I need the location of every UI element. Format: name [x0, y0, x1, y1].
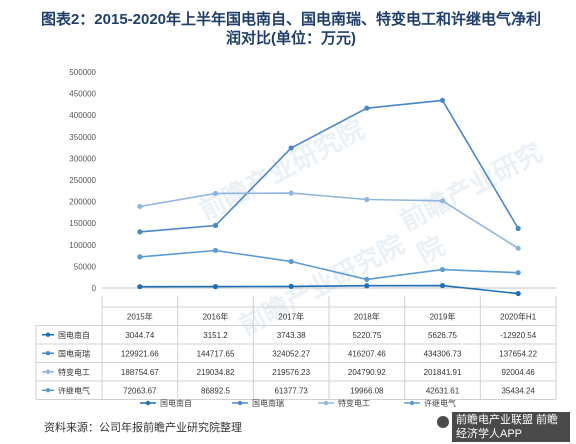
data-label: 3044.74 [125, 331, 154, 340]
table-legend-marker [45, 388, 51, 393]
data-point [212, 284, 219, 290]
data-label: 219034.82 [197, 368, 235, 377]
data-point [515, 270, 521, 276]
series-line [139, 192, 519, 249]
y-tick-label: 0 [92, 284, 97, 293]
data-point [288, 258, 294, 265]
x-tick-label: 2016年 [203, 312, 229, 322]
y-tick-label: 150000 [69, 219, 96, 228]
data-label: 3151.2 [203, 331, 228, 340]
legend-marker [237, 400, 243, 406]
source-note: 资料来源：公司年报前瞻产业研究院整理 [44, 422, 242, 434]
wechat-logo-icon [437, 416, 449, 428]
series-line [139, 249, 519, 281]
y-tick-label: 50000 [74, 262, 97, 271]
data-point [364, 196, 370, 203]
data-point [515, 225, 521, 232]
y-tick-label: 100000 [69, 241, 96, 250]
legend-label: 许继电气 [424, 398, 456, 408]
data-label: 5220.75 [352, 331, 381, 340]
table-legend-marker [45, 351, 51, 356]
line-chart: 0 50000 100000 150000 200000 250000 300000 3500… [35, 68, 557, 408]
y-tick-label: 500000 [69, 68, 96, 77]
data-point [515, 290, 521, 297]
data-label: 72063.67 [123, 387, 157, 396]
series-line [139, 284, 519, 295]
series-row-label: 国电南自 [58, 330, 90, 340]
data-label: 42631.61 [426, 387, 460, 396]
data-label: 35434.24 [501, 387, 535, 396]
data-label: 416207.46 [348, 350, 386, 359]
data-label: 188754.67 [121, 368, 159, 377]
x-tick-label: 2019年 [430, 312, 456, 322]
chart-title: 图表2：2015-2020年上半年国电南自、国电南瑞、特变电工和许继电气净利润对… [40, 11, 542, 47]
data-point [212, 190, 219, 196]
y-tick-label: 350000 [69, 133, 96, 142]
legend-marker [145, 400, 151, 406]
legend-label: 国电南瑞 [252, 398, 284, 408]
data-point [439, 97, 446, 103]
data-label: 129921.66 [121, 350, 159, 359]
y-tick-label: 250000 [69, 176, 96, 185]
data-point [515, 245, 521, 251]
data-label: 61377.73 [274, 387, 308, 396]
data-label: 19966.08 [350, 387, 384, 396]
data-point [212, 222, 219, 229]
data-point [288, 283, 294, 289]
legend-marker [409, 400, 415, 406]
y-tick-label: 450000 [69, 90, 96, 99]
data-point [439, 282, 446, 289]
data-label: 201841.91 [424, 368, 462, 377]
y-tick-label: 300000 [69, 154, 96, 163]
data-point [364, 105, 370, 111]
x-tick-label: 2015年 [127, 312, 153, 322]
data-point [137, 254, 143, 260]
data-label: 219576.23 [272, 368, 310, 377]
x-tick-label: 2020年H1 [500, 312, 537, 322]
series-line [139, 99, 519, 233]
data-point [137, 284, 143, 290]
data-label: 204790.92 [348, 368, 386, 377]
series-row-label: 许继电气 [58, 386, 90, 396]
data-point [288, 190, 294, 196]
data-point [288, 145, 294, 151]
data-point [364, 283, 370, 289]
x-tick-label: 2018年 [354, 312, 380, 322]
table-legend-marker [45, 332, 51, 337]
data-label: 3743.38 [277, 331, 306, 340]
data-label: 86892.5 [201, 387, 230, 396]
series-row-label: 特变电工 [58, 367, 90, 377]
data-point [439, 266, 446, 273]
data-point [364, 276, 370, 282]
x-tick-label: 2017年 [278, 312, 304, 322]
data-point [439, 198, 446, 204]
data-point [212, 247, 219, 254]
legend-label: 国电南自 [160, 398, 192, 408]
data-label: 144717.65 [197, 350, 235, 359]
y-tick-label: 200000 [69, 198, 96, 207]
data-label: -12920.54 [500, 331, 537, 340]
data-label: 434306.73 [424, 350, 462, 359]
legend-label: 特变电工 [338, 398, 370, 408]
data-point [137, 229, 143, 235]
legend-marker [323, 400, 329, 406]
table-legend-marker [45, 369, 51, 374]
data-label: 92004.46 [501, 368, 535, 377]
brand-badge: 前瞻电产业联盟 前瞻经济学人APP [452, 412, 570, 442]
data-label: 324052.27 [272, 350, 310, 359]
series-row-label: 国电南瑞 [58, 349, 90, 359]
data-label: 5626.75 [428, 331, 457, 340]
y-tick-label: 400000 [69, 111, 96, 120]
data-point [137, 203, 143, 210]
data-label: 137654.22 [499, 350, 537, 359]
